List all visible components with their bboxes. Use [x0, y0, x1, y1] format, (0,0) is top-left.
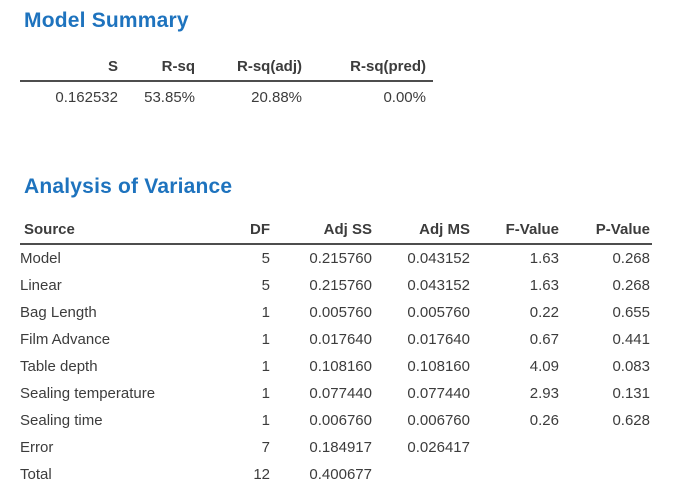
- source-cell: Total: [20, 466, 52, 483]
- p-value-cell: 0.268: [612, 250, 650, 267]
- rsq-value: 53.85%: [144, 88, 195, 106]
- f-value-cell: 2.93: [529, 385, 559, 402]
- model-summary-values-row: 0.162532 53.85% 20.88% 0.00%: [20, 81, 433, 110]
- p-value-cell: 0.441: [612, 331, 650, 348]
- anova-title: Analysis of Variance: [24, 175, 233, 198]
- df-cell: 5: [261, 277, 270, 294]
- column-header-adj-ms: Adj MS: [372, 221, 470, 245]
- df-cell: 1: [261, 358, 270, 375]
- f-value-cell: 0.67: [529, 331, 559, 348]
- model-summary-title: Model Summary: [24, 9, 189, 32]
- adj-ms-cell: 0.043152: [407, 250, 470, 267]
- adj-ms-cell: 0.077440: [407, 385, 470, 402]
- adj-ss-cell: 0.400677: [309, 466, 372, 483]
- source-cell: Bag Length: [20, 304, 97, 321]
- adj-ms-cell: 0.017640: [407, 331, 470, 348]
- f-value-cell: [470, 461, 559, 488]
- column-header-source: Source: [20, 221, 240, 245]
- df-cell: 12: [253, 466, 270, 483]
- p-value-cell: 0.628: [612, 412, 650, 429]
- column-header-rsq: R-sq: [118, 58, 195, 82]
- p-value-cell: 0.083: [612, 358, 650, 375]
- df-cell: 7: [261, 439, 270, 456]
- f-value-cell: 0.22: [529, 304, 559, 321]
- model-summary-table: S R-sq R-sq(adj) R-sq(pred) 0.162532 53.…: [20, 58, 433, 110]
- f-value-cell: 0.26: [529, 412, 559, 429]
- adj-ss-cell: 0.184917: [309, 439, 372, 456]
- p-value-cell: [559, 434, 652, 461]
- adj-ss-cell: 0.005760: [309, 304, 372, 321]
- adj-ss-cell: 0.017640: [309, 331, 372, 348]
- s-value: 0.162532: [55, 88, 118, 106]
- column-header-df: DF: [240, 221, 270, 245]
- anova-header-row: Source DF Adj SS Adj MS F-Value P-Value: [20, 221, 652, 245]
- df-cell: 1: [261, 304, 270, 321]
- f-value-cell: [470, 434, 559, 461]
- anova-table: Source DF Adj SS Adj MS F-Value P-Value …: [20, 221, 652, 488]
- column-header-f-value: F-Value: [470, 221, 559, 245]
- p-value-cell: 0.131: [612, 385, 650, 402]
- table-row-sealing-time: Sealing time 1 0.006760 0.006760 0.26 0.…: [20, 407, 652, 434]
- table-row-table-depth: Table depth 1 0.108160 0.108160 4.09 0.0…: [20, 353, 652, 380]
- table-row-total: Total 12 0.400677: [20, 461, 652, 488]
- table-row-linear: Linear 5 0.215760 0.043152 1.63 0.268: [20, 272, 652, 299]
- adj-ss-cell: 0.215760: [309, 250, 372, 267]
- p-value-cell: [559, 461, 652, 488]
- p-value-cell: 0.268: [612, 277, 650, 294]
- source-cell: Sealing temperature: [20, 385, 156, 402]
- adj-ms-cell: 0.006760: [407, 412, 470, 429]
- table-row-sealing-temperature: Sealing temperature 1 0.077440 0.077440 …: [20, 380, 652, 407]
- adj-ms-cell: 0.108160: [407, 358, 470, 375]
- f-value-cell: 1.63: [529, 277, 559, 294]
- source-cell: Film Advance: [20, 331, 111, 348]
- table-row-bag-length: Bag Length 1 0.005760 0.005760 0.22 0.65…: [20, 299, 652, 326]
- column-header-rsq-pred: R-sq(pred): [302, 58, 433, 82]
- adj-ss-cell: 0.006760: [309, 412, 372, 429]
- source-cell: Error: [20, 439, 54, 456]
- adj-ss-cell: 0.077440: [309, 385, 372, 402]
- df-cell: 1: [261, 331, 270, 348]
- table-row-error: Error 7 0.184917 0.026417: [20, 434, 652, 461]
- adj-ms-cell: 0.043152: [407, 277, 470, 294]
- column-header-adj-ss: Adj SS: [270, 221, 372, 245]
- column-header-s: S: [20, 58, 118, 82]
- adj-ms-cell: 0.026417: [407, 439, 470, 456]
- df-cell: 1: [261, 412, 270, 429]
- column-header-rsq-adj: R-sq(adj): [195, 58, 302, 82]
- df-cell: 1: [261, 385, 270, 402]
- f-value-cell: 4.09: [529, 358, 559, 375]
- source-cell: Linear: [20, 277, 62, 294]
- rsq-pred-value: 0.00%: [383, 88, 426, 106]
- statistical-output-report: Model Summary S R-sq R-sq(adj) R-sq(pred…: [20, 9, 652, 488]
- column-header-p-value: P-Value: [559, 221, 652, 245]
- adj-ms-cell: [372, 461, 470, 488]
- p-value-cell: 0.655: [612, 304, 650, 321]
- adj-ms-cell: 0.005760: [407, 304, 470, 321]
- table-row-film-advance: Film Advance 1 0.017640 0.017640 0.67 0.…: [20, 326, 652, 353]
- df-cell: 5: [261, 250, 270, 267]
- f-value-cell: 1.63: [529, 250, 559, 267]
- model-summary-header-row: S R-sq R-sq(adj) R-sq(pred): [20, 58, 433, 82]
- source-cell: Table depth: [20, 358, 98, 375]
- source-cell: Sealing time: [20, 412, 103, 429]
- source-cell: Model: [20, 250, 61, 267]
- adj-ss-cell: 0.215760: [309, 277, 372, 294]
- rsq-adj-value: 20.88%: [251, 88, 302, 106]
- adj-ss-cell: 0.108160: [309, 358, 372, 375]
- table-row-model: Model 5 0.215760 0.043152 1.63 0.268: [20, 244, 652, 272]
